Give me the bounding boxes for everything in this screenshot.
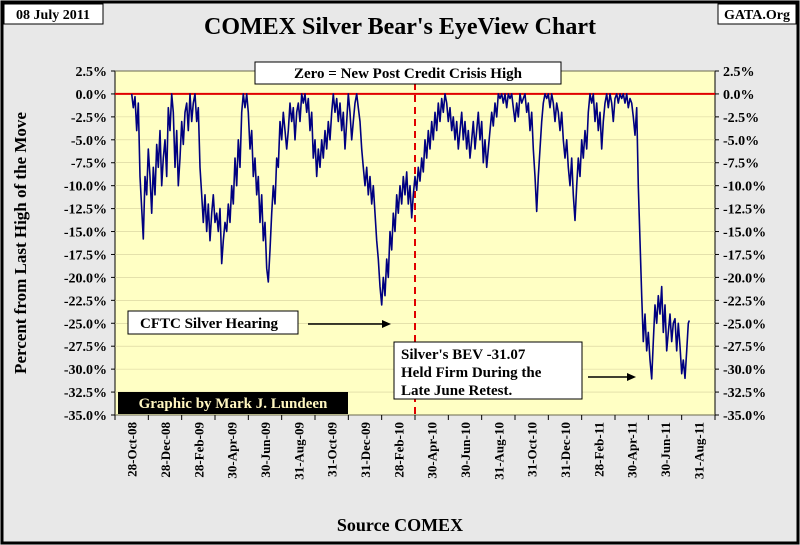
x-tick-label: 31-Aug-10: [491, 422, 506, 480]
y-tick-label-right: -15.0%: [723, 226, 766, 241]
credit-label: Graphic by Mark J. Lundeen: [139, 396, 328, 412]
zero-label-box: [254, 61, 562, 85]
cftc-arrowhead: [382, 320, 391, 328]
x-tick-label: 31-Dec-10: [558, 422, 573, 478]
silver-bev-series-line: [130, 93, 691, 380]
x-tick-label: 30-Apr-10: [425, 422, 440, 479]
x-tick-label: 31-Aug-09: [291, 422, 306, 480]
cftc-label: CFTC Silver Hearing: [140, 316, 279, 332]
y-tick-label-right: -12.5%: [723, 203, 766, 218]
y-tick-label-right: -20.0%: [723, 271, 766, 286]
y-tick-label-right: -10.0%: [723, 180, 766, 195]
x-tick-label: 31-Oct-10: [525, 422, 540, 477]
x-tick-label: 28-Feb-11: [591, 422, 606, 477]
bev-note: Silver's BEV -31.07 Held Firm During the…: [401, 347, 545, 399]
y-axis-left: 2.5% 0.0% -2.5% -5.0% -7.5% -10.0% -12.5% -15.0…: [64, 65, 107, 424]
y-tick-label-right: -32.5%: [723, 386, 766, 401]
y-tick-label-left: -22.5%: [64, 294, 107, 309]
y-tick-label-left: -10.0%: [64, 180, 107, 195]
credit-box: [118, 392, 348, 414]
x-tick-label: 28-Feb-10: [391, 422, 406, 478]
y-axis-right: 2.5% 0.0% -2.5% -5.0% -7.5% -10.0% -12.5% -15.0…: [723, 65, 766, 424]
y-tick-label-left: -20.0%: [64, 271, 107, 286]
y-tick-label-right: -17.5%: [723, 248, 766, 263]
date-label: 08 July 2011: [16, 8, 90, 23]
y-tick-label-right: -35.0%: [723, 409, 766, 424]
x-tick-label: 28-Feb-09: [191, 422, 206, 478]
y-tick-label-left: -25.0%: [64, 317, 107, 332]
tick-marks: [111, 70, 719, 420]
bev-arrowhead: [627, 373, 636, 381]
y-tick-label-left: -7.5%: [71, 157, 107, 172]
x-tick-label: 30-Jun-10: [458, 422, 473, 478]
y-tick-label-right: -30.0%: [723, 363, 766, 378]
x-tick-label: 30-Apr-09: [225, 422, 240, 479]
x-tick-label: 31-Oct-09: [325, 422, 340, 477]
y-tick-label-right: -7.5%: [723, 157, 759, 172]
y-tick-label-left: -30.0%: [64, 363, 107, 378]
y-tick-label-right: -5.0%: [723, 134, 759, 149]
x-tick-label: 28-Dec-08: [158, 422, 173, 478]
y-tick-label-left: -32.5%: [64, 386, 107, 401]
y-tick-label-right: -27.5%: [723, 340, 766, 355]
y-tick-label-left: -15.0%: [64, 226, 107, 241]
x-axis: 28-Oct-08 28-Dec-08 28-Feb-09 30-Apr-09 30-J…: [125, 422, 707, 480]
y-tick-label-right: 2.5%: [723, 65, 755, 80]
x-tick-label: 30-Apr-11: [625, 422, 640, 478]
y-tick-label-left: -12.5%: [64, 203, 107, 218]
x-axis-title: Source COMEX: [337, 515, 463, 535]
bev-note-box: [393, 341, 583, 400]
y-tick-label-right: 0.0%: [723, 88, 755, 103]
y-tick-label-right: -25.0%: [723, 317, 766, 332]
y-tick-label-left: 2.5%: [76, 65, 108, 80]
y-tick-label-left: 0.0%: [76, 88, 108, 103]
x-tick-label: 31-Dec-09: [358, 422, 373, 478]
y-tick-label-left: -27.5%: [64, 340, 107, 355]
zero-label: Zero = New Post Credit Crisis High: [294, 66, 523, 82]
source-tag-label: GATA.Org: [724, 8, 790, 23]
y-tick-label-left: -35.0%: [64, 409, 107, 424]
y-tick-label-right: -2.5%: [723, 111, 759, 126]
y-tick-label-left: -17.5%: [64, 248, 107, 263]
source-tag-box: [717, 3, 797, 25]
date-box: [3, 3, 104, 25]
x-tick-label: 31-Aug-11: [691, 422, 706, 479]
y-axis-title: Percent from Last High of the Move: [11, 112, 30, 374]
y-tick-label-left: -5.0%: [71, 134, 107, 149]
x-tick-label: 30-Jun-11: [658, 422, 673, 477]
x-tick-label: 30-Jun-09: [258, 422, 273, 478]
y-tick-label-left: -2.5%: [71, 111, 107, 126]
cftc-label-box: [127, 310, 299, 335]
y-tick-label-right: -22.5%: [723, 294, 766, 309]
chart-title: COMEX Silver Bear's EyeView Chart: [204, 14, 596, 40]
x-tick-label: 28-Oct-08: [125, 422, 140, 477]
